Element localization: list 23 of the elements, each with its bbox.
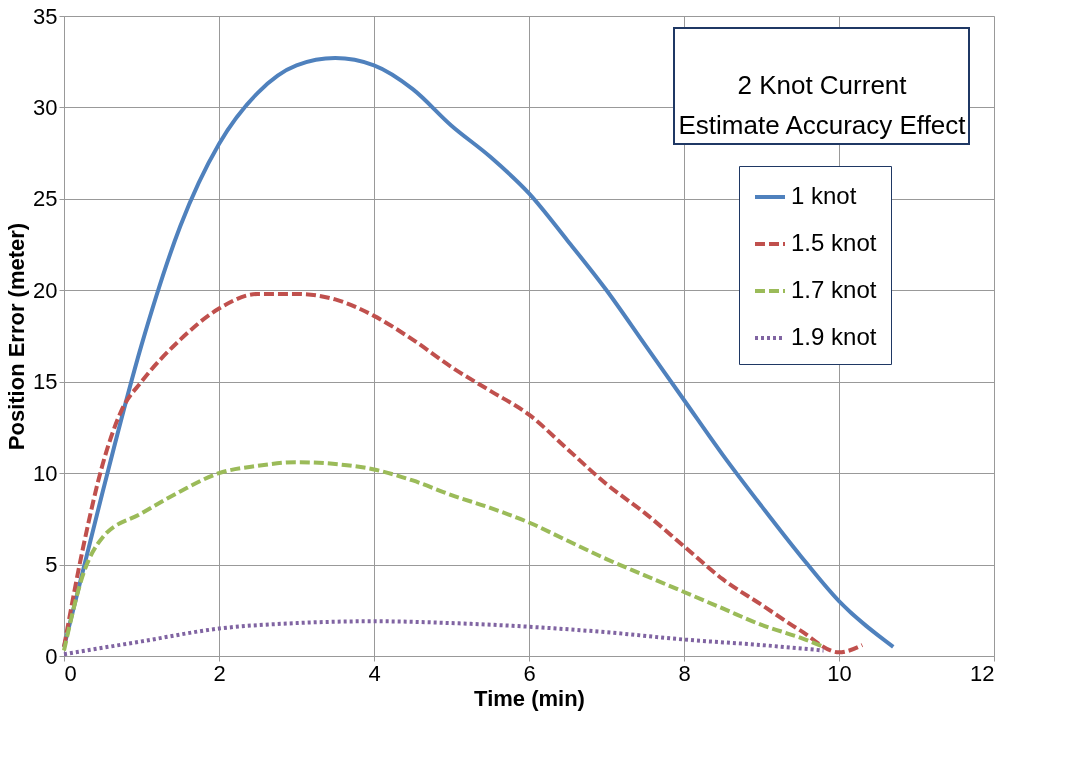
y-tick-label: 0 [45,643,58,669]
x-tick-label: 8 [678,660,691,686]
x-tick-label: 10 [827,660,852,686]
x-tick-label: 6 [523,660,536,686]
legend-label: 1 knot [791,182,857,209]
x-tick-label: 0 [64,660,77,686]
legend-label: 1.5 knot [791,229,877,256]
y-axis-title: Position Error (meter) [4,222,30,451]
y-tick-label: 35 [33,3,58,29]
legend-label: 1.7 knot [791,276,877,303]
x-axis-title: Time (min) [474,685,585,711]
legend-label: 1.9 knot [791,323,877,350]
text: 2 Knot Current Estimate Accuracy Effect [678,70,967,140]
x-tick-label: 12 [970,660,995,686]
y-tick-label: 25 [33,186,58,212]
y-tick-label: 10 [33,460,58,486]
y-tick-label: 20 [33,277,58,303]
y-tick-label: 15 [33,369,58,395]
x-tick-label: 4 [368,660,381,686]
x-tick-label: 2 [213,660,226,686]
y-tick-label: 30 [33,94,58,120]
y-tick-label: 5 [45,552,58,578]
line-series [62,619,826,657]
